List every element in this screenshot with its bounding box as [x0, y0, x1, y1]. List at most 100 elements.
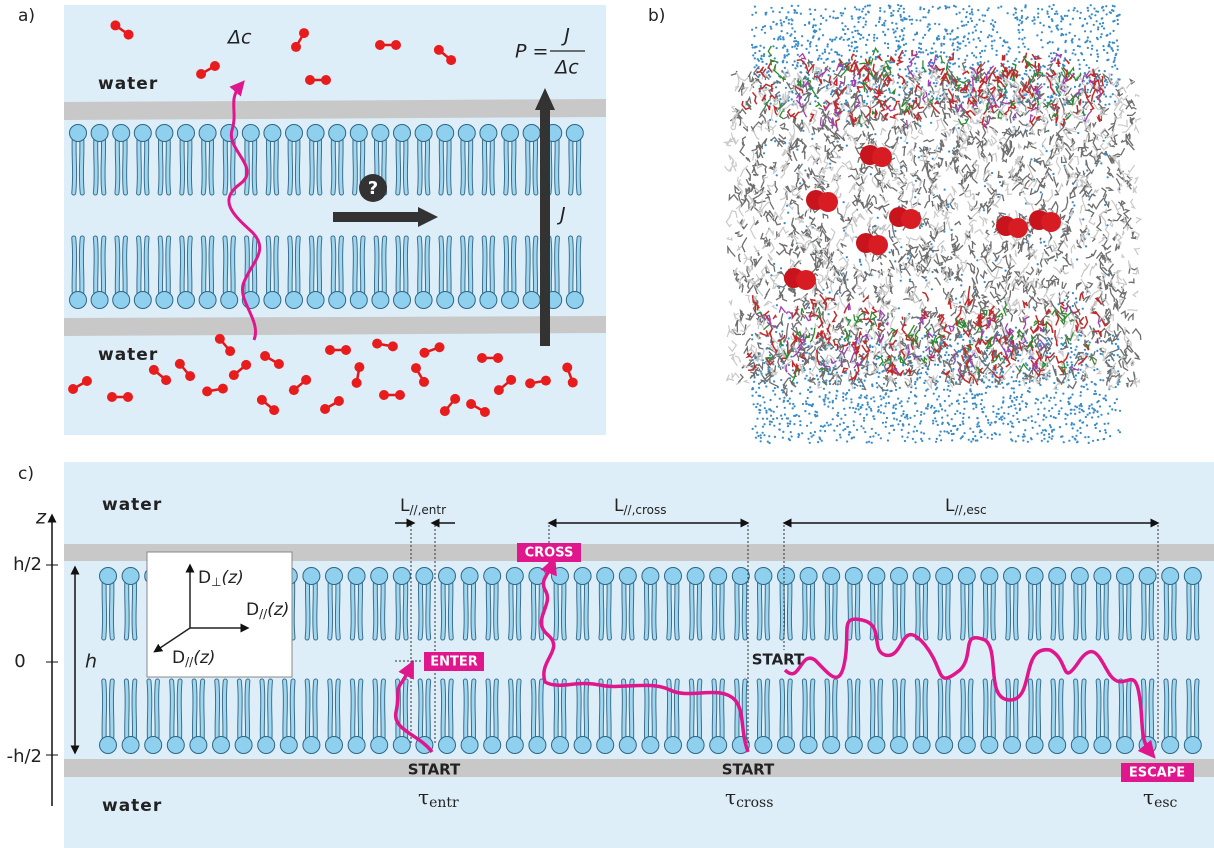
lipid-tail: [225, 238, 226, 300]
lipid-head: [303, 568, 320, 585]
question-mark: ?: [368, 178, 378, 199]
lipid-tail: [211, 133, 212, 193]
permeability-lhs: P =: [515, 41, 548, 63]
oxygen-atom: [325, 345, 335, 355]
lipid-tail: [376, 238, 377, 300]
oxygen-atom: [82, 376, 92, 386]
lipid-head: [307, 292, 324, 309]
lipid-tail: [1053, 576, 1054, 638]
lipid-tail: [601, 681, 602, 745]
oxygen-sphere: [868, 235, 888, 255]
lipid-tail: [691, 576, 692, 638]
lipid-head: [958, 737, 975, 754]
lipid-tail: [518, 576, 519, 638]
lipid-head: [574, 737, 591, 754]
lipid-tail: [963, 576, 964, 638]
lipid-tail: [511, 681, 512, 745]
lipid-tail: [268, 238, 269, 300]
lipid-head: [134, 125, 151, 142]
lipid-head: [800, 568, 817, 585]
oxygen-atom: [446, 55, 456, 65]
lipid-tail: [330, 681, 331, 745]
lipid-head: [122, 568, 139, 585]
lipid-head: [619, 568, 636, 585]
lipid-tail: [149, 681, 150, 745]
oxygen-atom: [225, 346, 235, 356]
lipid-tail: [1038, 681, 1039, 745]
lipid-tail: [1121, 576, 1122, 638]
lipid-head: [552, 737, 569, 754]
lipid-head: [891, 568, 908, 585]
lipid-tail: [202, 681, 203, 745]
lipid-head: [167, 737, 184, 754]
oxygen-atom: [241, 360, 251, 370]
lipid-tail: [535, 133, 536, 193]
oxygen-atom: [541, 376, 551, 386]
lipid-head: [981, 737, 998, 754]
lipid-tail: [420, 681, 421, 745]
lipid-tail: [172, 681, 173, 745]
lipid-tail: [125, 238, 126, 300]
lipid-tail: [722, 681, 723, 745]
lipid-head: [145, 737, 162, 754]
lipid-head: [280, 737, 297, 754]
lipid-tail: [1076, 576, 1077, 638]
lipid-head: [415, 292, 432, 309]
lipid-tail: [315, 576, 316, 638]
oxygen-atom: [354, 362, 364, 372]
gray-band: [64, 759, 1214, 777]
lipid-tail: [737, 681, 738, 745]
lipid-tail: [586, 576, 587, 638]
lipid-tail: [203, 133, 204, 193]
lipid-head: [70, 125, 87, 142]
lipid-tail: [1166, 681, 1167, 745]
water-label: water: [102, 495, 162, 515]
oxygen-sphere: [901, 209, 921, 229]
lipid-tail: [247, 238, 248, 300]
start-label: START: [408, 761, 461, 779]
lipid-tail: [506, 133, 507, 193]
lipid-tail: [111, 576, 112, 638]
lipid-tail: [168, 238, 169, 300]
lipid-head: [506, 737, 523, 754]
oxygen-atom: [210, 61, 220, 71]
oxygen-atom: [149, 365, 159, 375]
lipid-tail: [789, 681, 790, 745]
lipid-tail: [405, 133, 406, 193]
lipid-tail: [669, 576, 670, 638]
lipid-tail: [895, 681, 896, 745]
lipid-tail: [375, 576, 376, 638]
lipid-tail: [1098, 576, 1099, 638]
lipid-head: [566, 292, 583, 309]
lipid-tail: [488, 681, 489, 745]
oxygen-sphere: [872, 147, 892, 167]
oxygen-atom: [562, 362, 572, 372]
lipid-tail: [496, 576, 497, 638]
start-label: START: [722, 761, 775, 779]
lipid-head: [823, 568, 840, 585]
lipid-tail: [578, 238, 579, 300]
oxygen-atom: [202, 386, 212, 396]
lipid-tail: [714, 681, 715, 745]
lipid-head: [480, 292, 497, 309]
oxygen-atom: [506, 375, 516, 385]
lipid-head: [502, 125, 519, 142]
lipid-head: [113, 125, 130, 142]
lipid-tail: [1143, 576, 1144, 638]
oxygen-atom: [440, 406, 450, 416]
lipid-tail: [1030, 576, 1031, 638]
lipid-head: [665, 568, 682, 585]
water-label: water: [98, 345, 158, 365]
lipid-head: [1026, 568, 1043, 585]
lipid-tail: [270, 681, 271, 745]
oxygen-atom: [372, 339, 382, 349]
lipid-head: [372, 125, 389, 142]
lipid-tail: [441, 133, 442, 193]
lipid-tail: [496, 681, 497, 745]
lipid-tail: [563, 681, 564, 745]
lipid-tail: [211, 238, 212, 300]
lipid-head: [156, 125, 173, 142]
permeability-denominator: Δc: [553, 57, 579, 79]
lipid-head: [778, 737, 795, 754]
lipid-tail: [473, 576, 474, 638]
